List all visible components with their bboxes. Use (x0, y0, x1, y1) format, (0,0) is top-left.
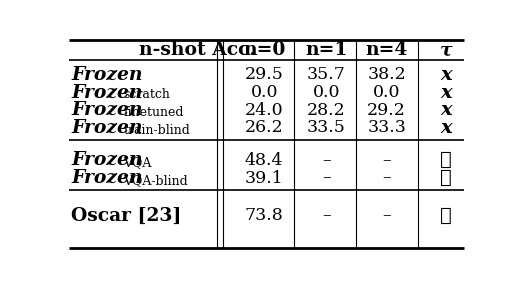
Text: x: x (440, 66, 452, 84)
Text: 35.7: 35.7 (307, 66, 346, 83)
Text: 0.0: 0.0 (373, 84, 400, 101)
Text: VQA-blind: VQA-blind (123, 174, 188, 187)
Text: –: – (322, 170, 331, 186)
Text: ✓: ✓ (440, 207, 452, 225)
Text: x: x (440, 101, 452, 119)
Text: n-shot Acc.: n-shot Acc. (139, 41, 256, 59)
Text: Frozen: Frozen (71, 151, 142, 169)
Text: scratch: scratch (123, 88, 170, 102)
Text: Frozen: Frozen (71, 101, 142, 119)
Text: 29.5: 29.5 (245, 66, 283, 83)
Text: 33.3: 33.3 (367, 119, 406, 137)
Text: –: – (382, 207, 391, 224)
Text: Frozen: Frozen (71, 84, 142, 102)
Text: 28.2: 28.2 (307, 102, 346, 119)
Text: Frozen: Frozen (71, 169, 142, 187)
Text: train-blind: train-blind (123, 124, 190, 137)
Text: 38.2: 38.2 (367, 66, 406, 83)
Text: ✓: ✓ (440, 169, 452, 187)
Text: n=1: n=1 (305, 41, 347, 59)
Text: 0.0: 0.0 (251, 84, 278, 101)
Text: n=0: n=0 (243, 41, 285, 59)
Text: –: – (382, 170, 391, 186)
Text: –: – (382, 152, 391, 169)
Text: 73.8: 73.8 (245, 207, 283, 224)
Text: Frozen: Frozen (71, 119, 142, 137)
Text: Oscar [23]: Oscar [23] (71, 207, 181, 225)
Text: 48.4: 48.4 (245, 152, 283, 169)
Text: 26.2: 26.2 (245, 119, 283, 137)
Text: x: x (440, 119, 452, 137)
Text: x: x (440, 84, 452, 102)
Text: –: – (322, 152, 331, 169)
Text: 0.0: 0.0 (313, 84, 340, 101)
Text: n=4: n=4 (366, 41, 408, 59)
Text: τ: τ (440, 41, 452, 59)
Text: finetuned: finetuned (123, 106, 184, 119)
Text: VQA: VQA (123, 156, 151, 169)
Text: 24.0: 24.0 (245, 102, 283, 119)
Text: Frozen: Frozen (71, 66, 142, 84)
Text: ✓: ✓ (440, 151, 452, 169)
Text: 29.2: 29.2 (367, 102, 406, 119)
Text: 33.5: 33.5 (307, 119, 346, 137)
Text: 39.1: 39.1 (245, 170, 283, 186)
Text: –: – (322, 207, 331, 224)
